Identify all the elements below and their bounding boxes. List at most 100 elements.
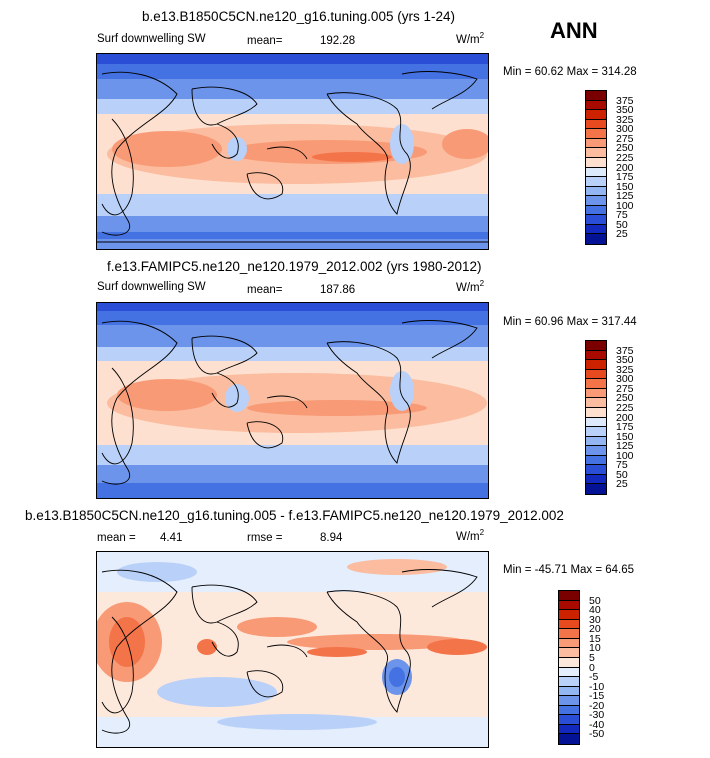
colorbar-tick-label: 10 [589,642,601,655]
colorbar-tick-label: 175 [616,171,634,184]
colorbar-segment [586,417,606,428]
panel2-map-field [97,303,488,498]
colorbar-tick-label: 200 [616,411,634,424]
panel1-map [96,53,489,250]
colorbar-tick-label: 225 [616,151,634,164]
colorbar-tick-label: 75 [616,459,628,472]
panel3-title: b.e13.B1850C5CN.ne120_g16.tuning.005 - f… [25,508,564,523]
panel1-units-text: W/m [456,33,480,46]
colorbar-segment [559,677,579,687]
colorbar-tick-label: 200 [616,161,634,174]
colorbar-tick-label: 300 [616,123,634,136]
colorbar-segment [586,369,606,380]
colorbar-segment [586,341,606,351]
colorbar-tick-label: -40 [589,718,605,731]
colorbar-segment [559,705,579,716]
colorbar-tick-label: 15 [589,632,601,645]
colorbar-tick-label: 25 [616,228,628,241]
colorbar-segment [586,234,606,244]
colorbar-segment [586,407,606,418]
colorbar-segment [559,734,579,744]
colorbar-segment [586,129,606,139]
colorbar-tick-label: -20 [589,699,605,712]
colorbar-segment [586,465,606,475]
colorbar-tick-label: 100 [616,449,634,462]
colorbar-tick-label: 50 [589,594,601,607]
panel1-variable-label: Surf downwelling SW [97,33,206,45]
colorbar-segment [559,696,579,706]
colorbar-tick-label: -30 [589,709,605,722]
colorbar-tick-label: 30 [589,613,601,626]
colorbar-tick-label: 275 [616,382,634,395]
season-label: ANN [550,18,598,43]
colorbar-segment [586,224,606,235]
colorbar-tick-label: -15 [589,690,605,703]
colorbar-segment [586,350,606,361]
panel3-mean-label: mean = [97,532,136,544]
colorbar-segment [559,591,579,601]
panel3-rmse-label: rmse = [247,532,283,544]
panel2-units-sup: 2 [479,279,485,288]
colorbar-tick-label: 350 [616,354,634,367]
colorbar-tick-label: 125 [616,190,634,203]
colorbar-segment [586,427,606,437]
colorbar-tick-label: 150 [616,430,634,443]
panel1-map-field [97,54,488,249]
colorbar-tick-label: 100 [616,199,634,212]
panel3-units-sup: 2 [479,528,485,537]
colorbar-segment [586,360,606,370]
panel1-minmax: Min = 60.62 Max = 314.28 [503,66,637,78]
colorbar-segment [586,379,606,389]
panel2-units-text: W/m [456,281,480,294]
colorbar-segment [586,157,606,168]
panel1-units-sup: 2 [479,31,485,40]
colorbar-tick-label: 40 [589,604,601,617]
colorbar-segment [586,148,606,158]
colorbar-segment [586,455,606,466]
panel2-colorbar [585,340,607,495]
colorbar-tick-label: 25 [616,478,628,491]
colorbar-segment [559,619,579,630]
colorbar-tick-label: 325 [616,363,634,376]
colorbar-segment [559,657,579,668]
panel2-map [96,302,489,499]
panel3-map-field [97,552,488,747]
panel3-colorbar [558,590,580,745]
colorbar-segment [559,610,579,620]
colorbar-tick-label: 20 [589,623,601,636]
colorbar-segment [586,91,606,101]
panel2-title: f.e13.FAMIPC5.ne120_ne120.1979_2012.002 … [107,259,482,274]
colorbar-segment [586,398,606,408]
colorbar-tick-label: 175 [616,421,634,434]
panel2-mean-value: 187.86 [320,284,356,296]
panel1-colorbar-segments [586,91,606,244]
colorbar-segment [586,138,606,149]
colorbar-segment [559,724,579,735]
colorbar-segment [586,388,606,399]
panel2-colorbar-segments [586,341,606,494]
panel2-mean-label: mean= [247,284,283,296]
colorbar-tick-label: 50 [616,468,628,481]
panel2-variable-label: Surf downwelling SW [97,281,206,293]
panel1-colorbar [585,90,607,245]
colorbar-segment [586,205,606,216]
panel1-mean-label: mean= [247,35,283,47]
panel3-minmax: Min = -45.71 Max = 64.65 [503,564,635,576]
colorbar-tick-label: 5 [589,651,595,664]
panel3-units-text: W/m [456,530,480,543]
colorbar-segment [559,715,579,725]
panel2-minmax: Min = 60.96 Max = 317.44 [503,316,637,328]
colorbar-tick-label: -5 [589,671,599,684]
panel3-map [96,551,489,748]
colorbar-segment [586,119,606,130]
colorbar-tick-label: 150 [616,180,634,193]
panel1-mean-value: 192.28 [320,35,356,47]
colorbar-tick-label: 325 [616,113,634,126]
colorbar-tick-label: 250 [616,392,634,405]
colorbar-tick-label: 350 [616,104,634,117]
colorbar-segment [586,436,606,447]
colorbar-segment [559,648,579,658]
panel3-rmse-value: 8.94 [320,532,343,544]
colorbar-segment [586,196,606,206]
colorbar-tick-label: -10 [589,680,605,693]
